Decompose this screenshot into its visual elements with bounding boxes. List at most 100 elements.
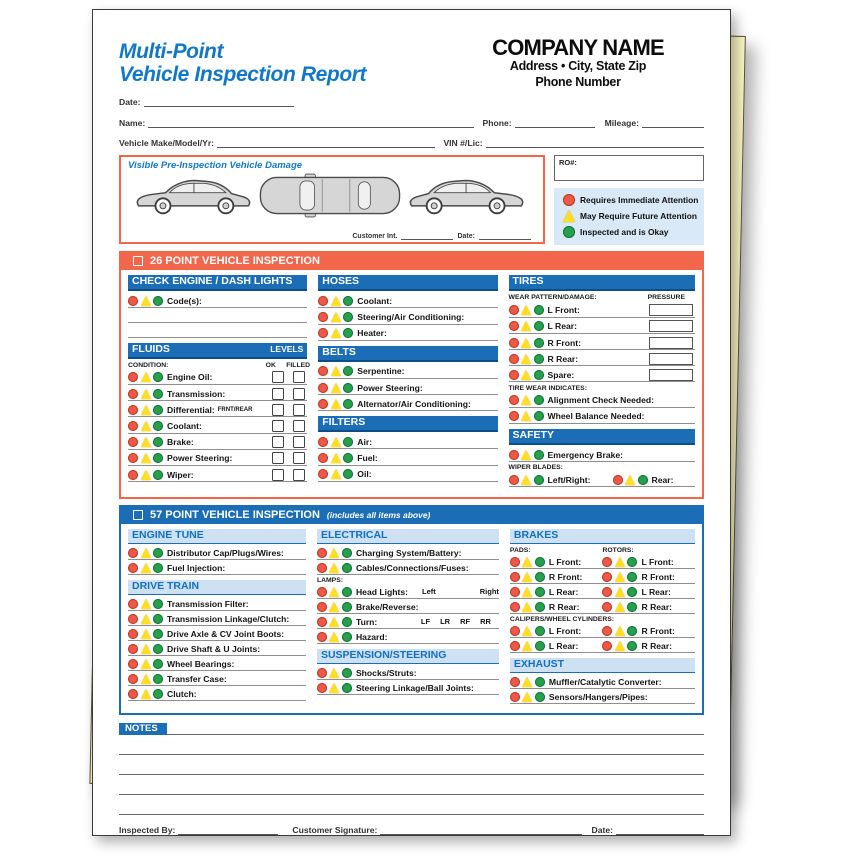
condition-label: CONDITION: [128, 361, 169, 369]
section-header: SUSPENSION/STEERING [316, 648, 499, 664]
item-label: Shocks/Struts: [355, 667, 417, 678]
inspection-26-point-box: 26 POINT VEHICLE INSPECTION CHECK ENGINE… [119, 251, 704, 499]
red-circle-icon [316, 601, 327, 612]
lamps-label: LAMPS: [316, 576, 344, 584]
yellow-triangle-icon [330, 436, 341, 447]
brake-reverse-row: Brake/Reverse: [316, 601, 499, 614]
item-label: Transmission Filter: [167, 598, 249, 609]
notes-section: NOTES [119, 723, 704, 736]
inspection-row: Serpentine: [318, 365, 498, 379]
item-label: Transfer Case: [167, 673, 227, 684]
section-tires: TIRES WEAR PATTERN/DAMAGE: PRESSURE [508, 275, 695, 424]
red-circle-icon [602, 601, 613, 612]
item-label: Power Steering: [167, 453, 233, 464]
red-circle-icon [318, 398, 329, 409]
yellow-triangle-icon [329, 667, 340, 678]
pressure-input-box [649, 352, 693, 365]
pressure-label: PRESSURE [647, 294, 685, 302]
green-circle-icon [343, 382, 354, 393]
red-circle-icon [602, 586, 613, 597]
item-label: Steering Linkage/Ball Joints: [355, 682, 474, 693]
red-circle-icon [316, 586, 327, 597]
inspection-row: Alignment Check Needed: [508, 394, 695, 408]
inspection-row: L Front: [508, 304, 695, 318]
yellow-triangle-icon [330, 453, 341, 464]
green-circle-icon [341, 667, 352, 678]
legend-label: Requires Immediate Attention [580, 195, 699, 206]
status-icons [508, 353, 544, 364]
green-circle-icon [153, 598, 163, 609]
red-circle-icon [318, 436, 329, 447]
inspection-row: Fuel Injection: [128, 562, 306, 575]
inspection-row: Distributor Cap/Plugs/Wires: [128, 547, 306, 560]
status-icons [318, 366, 354, 377]
suspension-rows: Shocks/Struts: Steering Linkage/Ball Joi… [316, 667, 499, 695]
inspection-form-sheet: Multi-Point Vehicle Inspection Report CO… [92, 9, 731, 836]
inspection-57-point-box: 57 POINT VEHICLE INSPECTION (includes al… [119, 504, 704, 716]
status-icons [128, 295, 163, 306]
green-circle-icon [153, 372, 163, 383]
yellow-triangle-icon [140, 613, 151, 624]
yellow-triangle-icon [140, 295, 151, 306]
status-icons [602, 626, 638, 636]
green-circle-icon [343, 469, 354, 480]
yellow-triangle-icon [329, 616, 340, 627]
green-circle-icon [534, 601, 545, 612]
form-title-line2: Vehicle Inspection Report [119, 63, 367, 87]
item-label: Alignment Check Needed: [547, 395, 655, 406]
red-circle-icon [508, 353, 519, 364]
inspection-row: Alternator/Air Conditioning: [318, 397, 498, 412]
green-circle-icon [533, 474, 544, 485]
columns-57: ENGINE TUNE Distributor Cap/Plugs/Wires: [121, 524, 702, 714]
red-circle-icon [602, 571, 613, 582]
item-label: R Rear: [548, 601, 580, 612]
customer-int-label: Customer Int. [352, 233, 398, 241]
item-label: Transmission Linkage/Clutch: [167, 613, 290, 624]
green-circle-icon [341, 601, 352, 612]
ro-label: RO#: [559, 158, 577, 168]
signature-date-label: Date: [591, 825, 614, 836]
status-icons [602, 556, 638, 567]
yellow-triangle-icon [140, 404, 151, 415]
red-circle-icon [509, 571, 520, 582]
damage-date-line [479, 232, 531, 241]
tire-indicate-rows: Alignment Check Needed: Wheel Balance Ne… [508, 394, 695, 424]
column-3: BRAKES PADS: ROTORS: [509, 528, 695, 707]
pressure-input-box [649, 320, 693, 333]
inspection-row: Wheel Bearings: [128, 658, 306, 671]
green-circle-icon [533, 449, 544, 460]
red-circle-icon [508, 369, 519, 380]
calipers-rows: L Front: R Front: [509, 625, 695, 653]
yellow-triangle-icon [521, 305, 532, 316]
rf-tag: RF [460, 617, 471, 627]
yellow-triangle-icon [329, 547, 340, 558]
form-title: Multi-Point Vehicle Inspection Report [119, 32, 367, 87]
tire-wear-rows: L Front: L Rear: [508, 304, 695, 383]
damage-date-label: Date: [457, 233, 475, 241]
yellow-triangle-icon [140, 598, 151, 609]
green-circle-icon [341, 616, 352, 627]
rotors-half: R Front: [602, 571, 695, 582]
section-header: ENGINE TUNE [128, 528, 306, 544]
status-icons [508, 305, 544, 316]
section-belts: BELTS Serpentine: [318, 345, 498, 412]
section-filters: FILTERS Air: [318, 416, 498, 482]
filled-checkbox [293, 403, 306, 416]
item-label: Differential: [167, 404, 215, 415]
inspection-row: Cables/Connections/Fuses: [316, 562, 499, 575]
green-circle-icon [153, 404, 163, 415]
status-icons [508, 321, 544, 332]
ok-checkbox [272, 403, 285, 416]
item-label: Brake: [167, 437, 194, 448]
green-circle-icon [637, 474, 648, 485]
yellow-triangle-icon [329, 682, 340, 693]
inspection-row: Muffler/Catalytic Converter: [509, 676, 695, 690]
phone-input-line [514, 118, 595, 129]
notes-line [119, 775, 704, 796]
yellow-triangle-icon [330, 328, 341, 339]
item-sublabel: FRNT/REAR [217, 406, 253, 413]
ok-checkbox [272, 387, 285, 400]
red-circle-icon [318, 328, 329, 339]
legend-item: May Require Future Attention [563, 210, 697, 223]
name-label: Name: [119, 118, 146, 129]
